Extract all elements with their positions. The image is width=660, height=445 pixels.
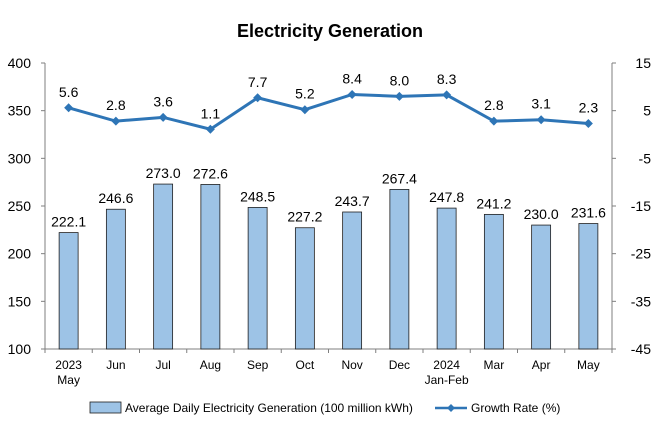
y-right-tick-label: -35 <box>631 293 651 309</box>
growth-rate-point <box>64 103 74 113</box>
bar <box>436 207 457 350</box>
growth-rate-point <box>583 119 593 129</box>
growth-rate-label: 8.4 <box>342 70 362 86</box>
y-left-tick-label: 150 <box>8 293 32 309</box>
x-tick-label: Apr <box>532 358 551 372</box>
y-left-tick-label: 350 <box>8 103 32 119</box>
growth-rate-label: 2.8 <box>106 97 126 113</box>
bar <box>531 224 552 350</box>
x-tick-label: 2023 <box>55 358 82 372</box>
bar <box>342 211 363 350</box>
growth-rate-point <box>253 93 263 103</box>
x-tick-label: Jan-Feb <box>425 373 469 387</box>
growth-rate-label: 2.8 <box>484 97 504 113</box>
bar-data-label: 243.7 <box>335 193 370 209</box>
growth-rate-point <box>347 89 357 99</box>
y-left-tick-label: 200 <box>8 246 32 262</box>
y-right-tick-label: -45 <box>631 341 651 357</box>
bar <box>58 232 79 350</box>
y-right-tick-label: 5 <box>643 103 651 119</box>
growth-rate-point <box>111 116 121 126</box>
y-right-tick-label: -25 <box>631 246 651 262</box>
legend-bar-label: Average Daily Electricity Generation (10… <box>125 401 413 415</box>
bar <box>247 207 268 350</box>
x-tick-label: May <box>57 373 80 387</box>
growth-rate-line <box>68 92 589 131</box>
bar-data-label: 273.0 <box>146 165 181 181</box>
growth-rate-label: 5.2 <box>295 86 315 102</box>
y-left-tick-label: 250 <box>8 198 32 214</box>
growth-rate-label: 1.1 <box>201 105 221 121</box>
y-right-tick-label: 15 <box>635 55 651 71</box>
bar-data-label: 230.0 <box>524 206 559 222</box>
bar-data-label: 267.4 <box>382 170 417 186</box>
y-left-tick-label: 100 <box>8 341 32 357</box>
bar-data-label: 241.2 <box>476 195 511 211</box>
x-tick-label: Nov <box>341 358 362 372</box>
x-tick-label: Oct <box>296 358 315 372</box>
x-tick-label: May <box>577 358 600 372</box>
bar-data-label: 227.2 <box>287 209 322 225</box>
bar-data-label: 222.1 <box>51 214 86 230</box>
chart-title: Electricity Generation <box>237 21 423 41</box>
y-left-tick-label: 400 <box>8 55 32 71</box>
x-tick-label: Jul <box>155 358 170 372</box>
legend-line-label: Growth Rate (%) <box>471 401 560 415</box>
x-tick-label: Sep <box>247 358 269 372</box>
bar <box>578 223 599 350</box>
bar-data-label: 272.6 <box>193 165 228 181</box>
y-left-tick-label: 300 <box>8 150 32 166</box>
growth-rate-point <box>442 90 452 100</box>
growth-rate-point <box>394 91 404 101</box>
bar <box>389 189 410 350</box>
bar <box>153 183 174 350</box>
growth-rate-point <box>300 105 310 115</box>
x-tick-label: Mar <box>484 358 505 372</box>
growth-rate-point <box>536 115 546 125</box>
bar-data-label: 248.5 <box>240 188 275 204</box>
legend-line-marker <box>447 404 455 412</box>
bar <box>200 184 221 350</box>
bar-data-label: 246.6 <box>98 190 133 206</box>
growth-rate-label: 2.3 <box>579 100 599 116</box>
growth-rate-label: 5.6 <box>59 84 79 100</box>
x-tick-label: Jun <box>106 358 125 372</box>
legend-bar-swatch <box>89 401 122 414</box>
x-tick-label: 2024 <box>433 358 460 372</box>
growth-rate-label: 7.7 <box>248 74 268 90</box>
bar <box>483 213 504 350</box>
y-right-tick-label: -15 <box>631 198 651 214</box>
x-tick-label: Aug <box>200 358 221 372</box>
bar <box>294 227 315 350</box>
growth-rate-point <box>158 112 168 122</box>
growth-rate-label: 8.3 <box>437 71 457 87</box>
growth-rate-label: 8.0 <box>390 72 410 88</box>
bar-data-label: 247.8 <box>429 189 464 205</box>
growth-rate-point <box>489 116 499 126</box>
growth-rate-label: 3.6 <box>153 93 173 109</box>
growth-rate-point <box>205 124 215 134</box>
y-right-tick-label: -5 <box>639 150 652 166</box>
bar-data-label: 231.6 <box>571 205 606 221</box>
growth-rate-label: 3.1 <box>531 96 551 112</box>
x-tick-label: Dec <box>389 358 410 372</box>
bar <box>105 208 126 350</box>
